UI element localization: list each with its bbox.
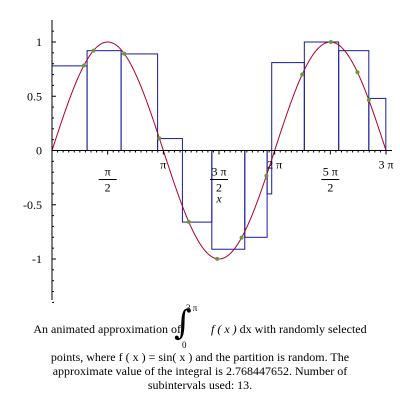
y-tick-label: 1 bbox=[36, 35, 42, 49]
caption-line-1: An animated approximation of f ( x ) dx … bbox=[0, 322, 400, 336]
x-tick-denominator: 2 bbox=[327, 181, 333, 195]
sample-point-2 bbox=[91, 48, 96, 53]
caption-body: points, where f ( x ) = sin( x ) and the… bbox=[0, 350, 400, 392]
x-axis-ticks: π 2 π 3 π 2 2 π 5 π 2 3 π bbox=[98, 158, 394, 195]
axes bbox=[51, 20, 392, 303]
riemann-rect-2 bbox=[86, 50, 122, 151]
caption-dx: dx bbox=[239, 322, 252, 336]
sample-point-1 bbox=[81, 63, 86, 68]
x-tick-label: 3 π bbox=[378, 158, 393, 172]
x-tick-label: 2 π bbox=[267, 158, 282, 172]
x-tick-numerator: 3 π bbox=[211, 165, 226, 179]
riemann-rectangles bbox=[51, 41, 387, 250]
riemann-rect-9 bbox=[271, 62, 305, 152]
y-tick-label: -0.5 bbox=[23, 198, 42, 212]
sample-point-9 bbox=[300, 72, 305, 77]
y-tick-label: 0.5 bbox=[27, 89, 42, 103]
x-tick-denominator: 2 bbox=[105, 181, 111, 195]
sample-point-6 bbox=[215, 256, 220, 261]
sample-point-12 bbox=[366, 97, 371, 102]
caption-integrand: f ( x ) bbox=[211, 322, 237, 336]
x-tick-numerator: 5 π bbox=[323, 165, 338, 179]
caption-line-4: subintervals used: 13. bbox=[147, 378, 253, 392]
sample-point-4 bbox=[157, 136, 162, 141]
y-tick-label: -1 bbox=[32, 252, 42, 266]
caption-line-3: approximate value of the integral is 2.7… bbox=[52, 364, 348, 378]
riemann-rect-10 bbox=[303, 41, 340, 151]
riemann-rect-1 bbox=[51, 65, 88, 151]
sample-point-7 bbox=[239, 235, 244, 240]
riemann-rect-5 bbox=[181, 150, 213, 223]
sample-point-10 bbox=[328, 40, 333, 45]
sample-point-3 bbox=[122, 51, 127, 56]
x-tick-denominator: 2 bbox=[216, 181, 222, 195]
caption: An animated approximation of f ( x ) dx … bbox=[0, 303, 400, 400]
riemann-sum-plot: π 2 π 3 π 2 2 π 5 π 2 3 π 1 0.5 0 -0.5 -1 x bbox=[23, 20, 394, 303]
sample-points bbox=[81, 40, 371, 261]
y-tick-label: 0 bbox=[36, 144, 42, 158]
caption-intro-end: with randomly selected bbox=[254, 322, 367, 336]
sample-point-11 bbox=[355, 70, 360, 75]
caption-intro: An animated approximation of bbox=[33, 322, 181, 336]
x-axis-label: x bbox=[215, 192, 222, 206]
integral-upper-limit: 3 π bbox=[186, 303, 198, 313]
integral-lower-limit: 0 bbox=[182, 340, 187, 350]
integral-sign: ∫ bbox=[174, 303, 192, 343]
y-axis-ticks: 1 0.5 0 -0.5 -1 bbox=[23, 35, 42, 266]
sample-point-5 bbox=[186, 219, 191, 224]
riemann-rect-3 bbox=[120, 53, 159, 152]
x-tick-label: π bbox=[160, 158, 166, 172]
sample-point-8 bbox=[264, 173, 269, 178]
caption-line-2: points, where f ( x ) = sin( x ) and the… bbox=[50, 350, 350, 364]
x-tick-numerator: π bbox=[105, 165, 111, 179]
